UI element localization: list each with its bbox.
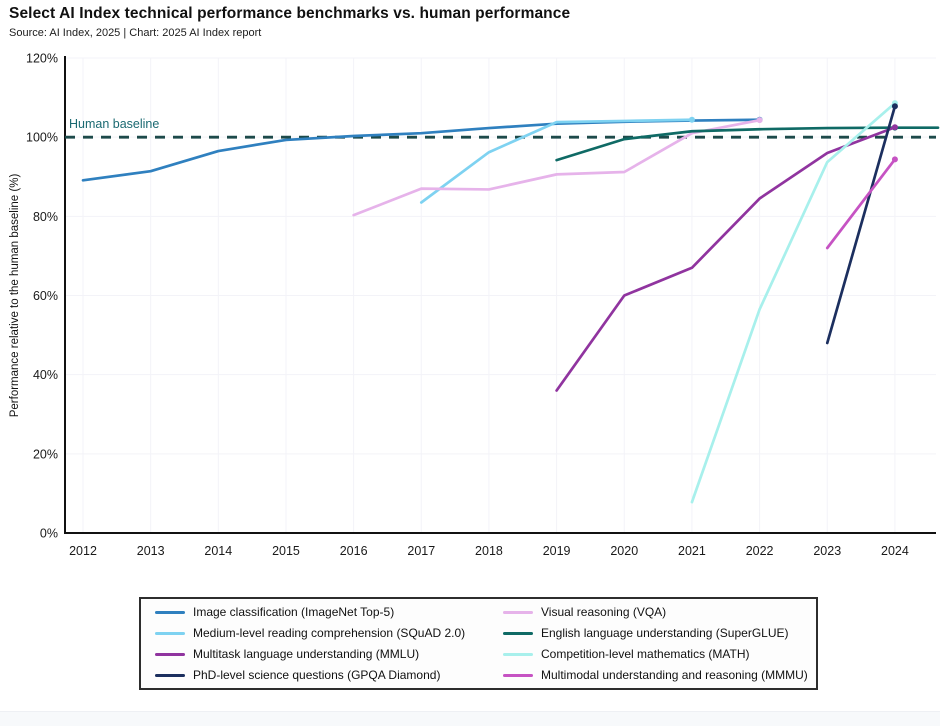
legend-label-vqa: Visual reasoning (VQA) (541, 605, 667, 619)
series-endpoint-vqa (756, 117, 763, 124)
y-axis-title: Performance relative to the human baseli… (9, 174, 21, 418)
series-line-gpqa (825, 104, 897, 345)
series-endpoint-mmmu (891, 156, 898, 163)
chart-title: Select AI Index technical performance be… (9, 5, 571, 22)
y-tick-label: 120% (26, 52, 58, 66)
y-tick-label: 100% (26, 131, 58, 145)
legend-swatch-superglue (503, 631, 533, 635)
x-tick-label: 2012 (69, 544, 97, 558)
x-tick-label: 2017 (407, 544, 435, 558)
x-tick-label: 2016 (340, 544, 368, 558)
series-endpoint-gpqa (891, 103, 898, 110)
series-line-mmmu (825, 157, 897, 250)
x-tick-label: 2018 (475, 544, 503, 558)
legend-swatch-squad (155, 631, 185, 635)
x-tick-label: 2023 (813, 544, 841, 558)
y-tick-label: 60% (33, 289, 58, 303)
legend-item-math: Competition-level mathematics (MATH) (503, 647, 816, 661)
legend-label-gpqa: PhD-level science questions (GPQA Diamon… (193, 668, 441, 682)
legend-item-vqa: Visual reasoning (VQA) (503, 605, 816, 619)
legend-label-math: Competition-level mathematics (MATH) (541, 647, 750, 661)
legend-item-mmlu: Multitask language understanding (MMLU) (155, 647, 503, 661)
human-baseline-label: Human baseline (69, 117, 159, 131)
y-tick-label: 80% (33, 210, 58, 224)
legend-label-imagenet: Image classification (ImageNet Top-5) (193, 605, 395, 619)
x-tick-label: 2022 (746, 544, 774, 558)
y-tick-label: 20% (33, 447, 58, 461)
legend-item-gpqa: PhD-level science questions (GPQA Diamon… (155, 668, 503, 682)
window-footer-strip (0, 711, 940, 726)
legend-swatch-mmlu (155, 652, 185, 656)
y-tick-label: 40% (33, 368, 58, 382)
legend-item-squad: Medium-level reading comprehension (SQuA… (155, 626, 503, 640)
x-tick-label: 2020 (610, 544, 638, 558)
legend-swatch-vqa (503, 610, 533, 614)
series-line-vqa (352, 118, 761, 217)
legend-label-mmlu: Multitask language understanding (MMLU) (193, 647, 420, 661)
x-tick-label: 2024 (881, 544, 909, 558)
series-line-squad (419, 118, 694, 204)
series-line-math (690, 101, 897, 504)
legend-label-squad: Medium-level reading comprehension (SQuA… (193, 626, 466, 640)
legend-swatch-imagenet (155, 610, 185, 614)
x-tick-label: 2014 (204, 544, 232, 558)
series-endpoint-mmlu (891, 124, 898, 131)
x-tick-label: 2015 (272, 544, 300, 558)
legend-item-superglue: English language understanding (SuperGLU… (503, 626, 816, 640)
legend-label-superglue: English language understanding (SuperGLU… (541, 626, 789, 640)
legend-item-imagenet: Image classification (ImageNet Top-5) (155, 605, 503, 619)
x-tick-label: 2013 (137, 544, 165, 558)
chart-legend: Image classification (ImageNet Top-5) Med… (139, 597, 818, 690)
x-tick-label: 2019 (543, 544, 571, 558)
y-tick-label: 0% (40, 527, 58, 541)
series-line-mmlu (555, 125, 897, 392)
legend-column-left: Image classification (ImageNet Top-5) Med… (155, 605, 503, 682)
legend-label-mmmu: Multimodal understanding and reasoning (… (541, 668, 808, 682)
series-endpoint-squad (688, 116, 695, 123)
legend-swatch-math (503, 652, 533, 656)
line-chart-plot-area: 0% 20% 40% 60% 80% 100% 120% 2012 2013 2014 2015 20… (9, 52, 940, 558)
legend-swatch-gpqa (155, 673, 185, 677)
legend-item-mmmu: Multimodal understanding and reasoning (… (503, 668, 816, 682)
legend-swatch-mmmu (503, 673, 533, 677)
x-tick-label: 2021 (678, 544, 706, 558)
chart-source-caption: Source: AI Index, 2025 | Chart: 2025 AI … (9, 27, 262, 39)
legend-column-right: Visual reasoning (VQA) English language u… (503, 605, 816, 682)
